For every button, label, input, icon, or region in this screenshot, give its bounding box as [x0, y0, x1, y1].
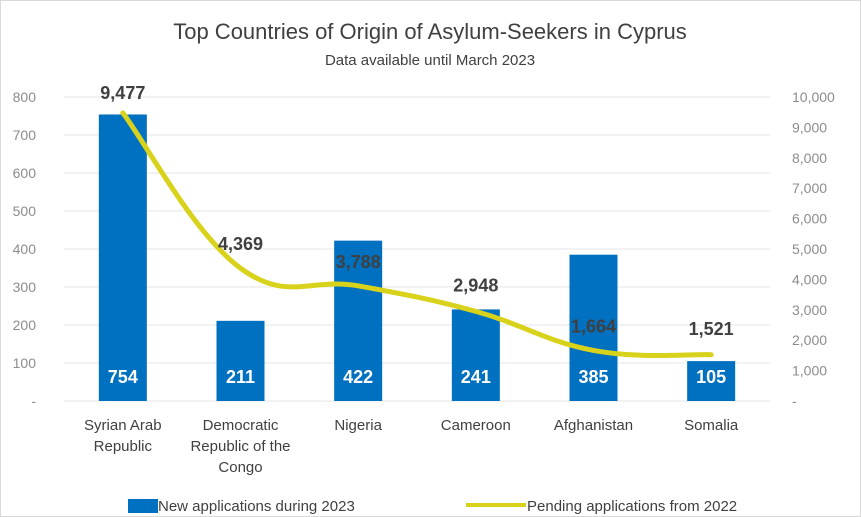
line-data-label: 4,369: [218, 234, 263, 254]
line-data-label: 3,788: [336, 252, 381, 272]
x-category-label-line: Cameroon: [441, 417, 511, 434]
y-left-tick-label: 500: [13, 203, 37, 219]
x-category-label-line: Syrian Arab: [84, 417, 162, 434]
line-data-label: 1,521: [689, 319, 734, 339]
y-right-tick-label: -: [792, 393, 797, 409]
x-category-label-line: Republic: [94, 438, 153, 455]
y-left-tick-label: 600: [13, 165, 37, 181]
y-left-tick-label: 400: [13, 241, 37, 257]
x-category-label: Afghanistan: [554, 417, 633, 434]
bar: [217, 321, 265, 401]
x-category-label-line: Nigeria: [334, 417, 382, 434]
y-left-tick-label: 200: [13, 317, 37, 333]
y-right-tick-label: 2,000: [792, 332, 827, 348]
legend-label-line: Pending applications from 2022: [527, 498, 737, 515]
legend-label-bar: New applications during 2023: [158, 498, 355, 515]
bar-data-label: 422: [343, 367, 373, 387]
chart-title: Top Countries of Origin of Asylum-Seeker…: [173, 19, 687, 44]
y-right-tick-label: 8,000: [792, 150, 827, 166]
x-category-label: Nigeria: [334, 417, 382, 434]
y-left-tick-label: 800: [13, 89, 37, 105]
line-data-label: 2,948: [453, 275, 498, 295]
bar-data-label: 105: [696, 367, 726, 387]
y-right-tick-label: 6,000: [792, 211, 827, 227]
bar-data-label: 385: [578, 367, 608, 387]
bar-data-label: 241: [461, 367, 491, 387]
x-category-label-line: Afghanistan: [554, 417, 633, 434]
x-category-label-line: Congo: [218, 459, 262, 476]
y-left-tick-label: 300: [13, 279, 37, 295]
y-right-tick-label: 3,000: [792, 302, 827, 318]
line-data-label: 9,477: [100, 83, 145, 103]
x-category-label-line: Republic of the: [190, 438, 290, 455]
y-right-tick-label: 10,000: [792, 89, 835, 105]
x-category-label-line: Somalia: [684, 417, 739, 434]
y-left-tick-label: 700: [13, 127, 37, 143]
x-category-label: Somalia: [684, 417, 739, 434]
y-left-tick-label: 100: [13, 355, 37, 371]
y-right-tick-label: 7,000: [792, 180, 827, 196]
x-category-label: Cameroon: [441, 417, 511, 434]
y-left-tick-label: -: [31, 393, 36, 409]
y-right-tick-label: 9,000: [792, 119, 827, 135]
line-data-label: 1,664: [571, 316, 616, 336]
y-right-tick-label: 1,000: [792, 363, 827, 379]
bar: [99, 114, 147, 401]
x-category-label-line: Democratic: [203, 417, 279, 434]
bar-data-label: 211: [226, 367, 255, 387]
y-right-tick-label: 5,000: [792, 241, 827, 257]
y-right-tick-label: 4,000: [792, 271, 827, 287]
legend-swatch-bar: [128, 499, 158, 513]
bar: [452, 309, 500, 401]
chart-subtitle: Data available until March 2023: [325, 52, 535, 69]
bar-data-label: 754: [108, 367, 138, 387]
